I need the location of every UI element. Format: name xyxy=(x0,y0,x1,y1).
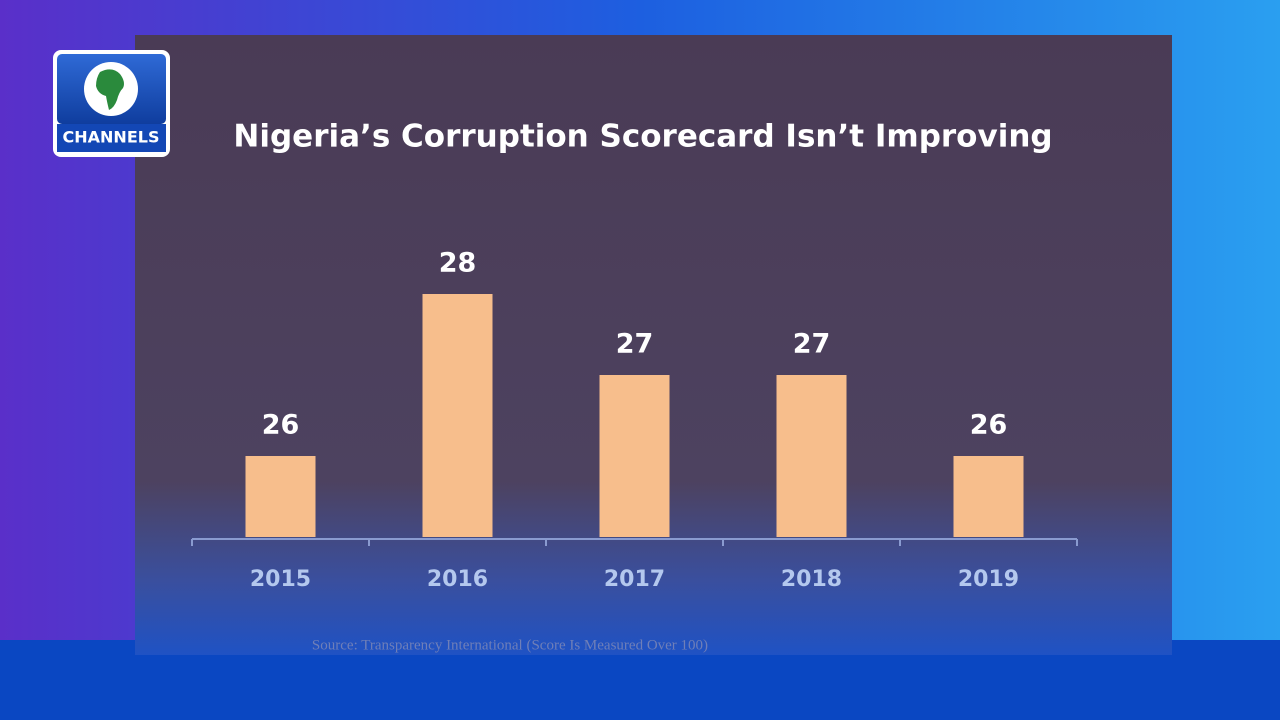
bar xyxy=(953,456,1024,537)
x-tick-label: 2017 xyxy=(604,567,665,592)
x-tick-label: 2015 xyxy=(250,567,311,592)
logo-continent xyxy=(96,69,124,110)
x-tick-label: 2016 xyxy=(427,567,488,592)
screen xyxy=(135,35,1172,655)
channel-logo: CHANNELS xyxy=(53,50,170,157)
logo-text: CHANNELS xyxy=(63,128,160,147)
value-label: 26 xyxy=(970,410,1008,441)
bar xyxy=(245,456,316,537)
x-tick-label: 2019 xyxy=(958,567,1019,592)
value-label: 26 xyxy=(262,410,300,441)
x-tick-label: 2018 xyxy=(781,567,842,592)
source-note: Source: Transparency International (Scor… xyxy=(312,637,708,653)
logo-bottom xyxy=(57,124,166,152)
bar xyxy=(599,375,670,537)
value-label: 28 xyxy=(439,248,477,279)
chart-title: Nigeria’s Corruption Scorecard Isn’t Imp… xyxy=(233,119,1052,155)
bar xyxy=(422,294,493,537)
value-label: 27 xyxy=(793,329,831,360)
bar xyxy=(776,375,847,537)
value-label: 27 xyxy=(616,329,654,360)
